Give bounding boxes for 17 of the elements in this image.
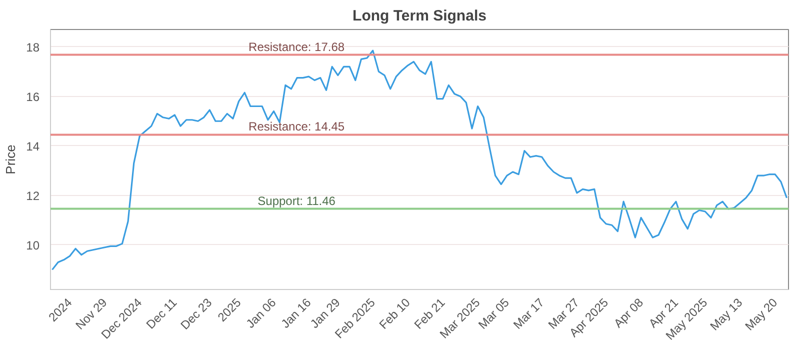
x-tick-label: Apr 08 [611, 295, 646, 330]
x-tick-label: Mar 17 [510, 295, 548, 332]
y-axis-title: Price [3, 144, 18, 174]
x-tick-label: Dec 11 [143, 295, 180, 332]
x-tick-label: Jan 06 [243, 295, 279, 331]
ref-line-label: Resistance: 17.68 [248, 40, 345, 54]
ref-line-label: Support: 11.46 [258, 194, 336, 208]
x-tick-label: Dec 23 [178, 295, 215, 332]
chart-title: Long Term Signals [352, 8, 486, 24]
line-series [51, 50, 788, 270]
y-tick-label: 16 [26, 90, 40, 104]
y-tick-label: 14 [26, 139, 40, 154]
y-tick-label: 10 [26, 238, 40, 252]
y-tick-label: 18 [26, 40, 40, 54]
ref-line-label: Resistance: 14.45 [248, 120, 345, 134]
y-tick-label: 12 [26, 188, 40, 203]
x-tick-label: Feb 10 [376, 295, 414, 332]
